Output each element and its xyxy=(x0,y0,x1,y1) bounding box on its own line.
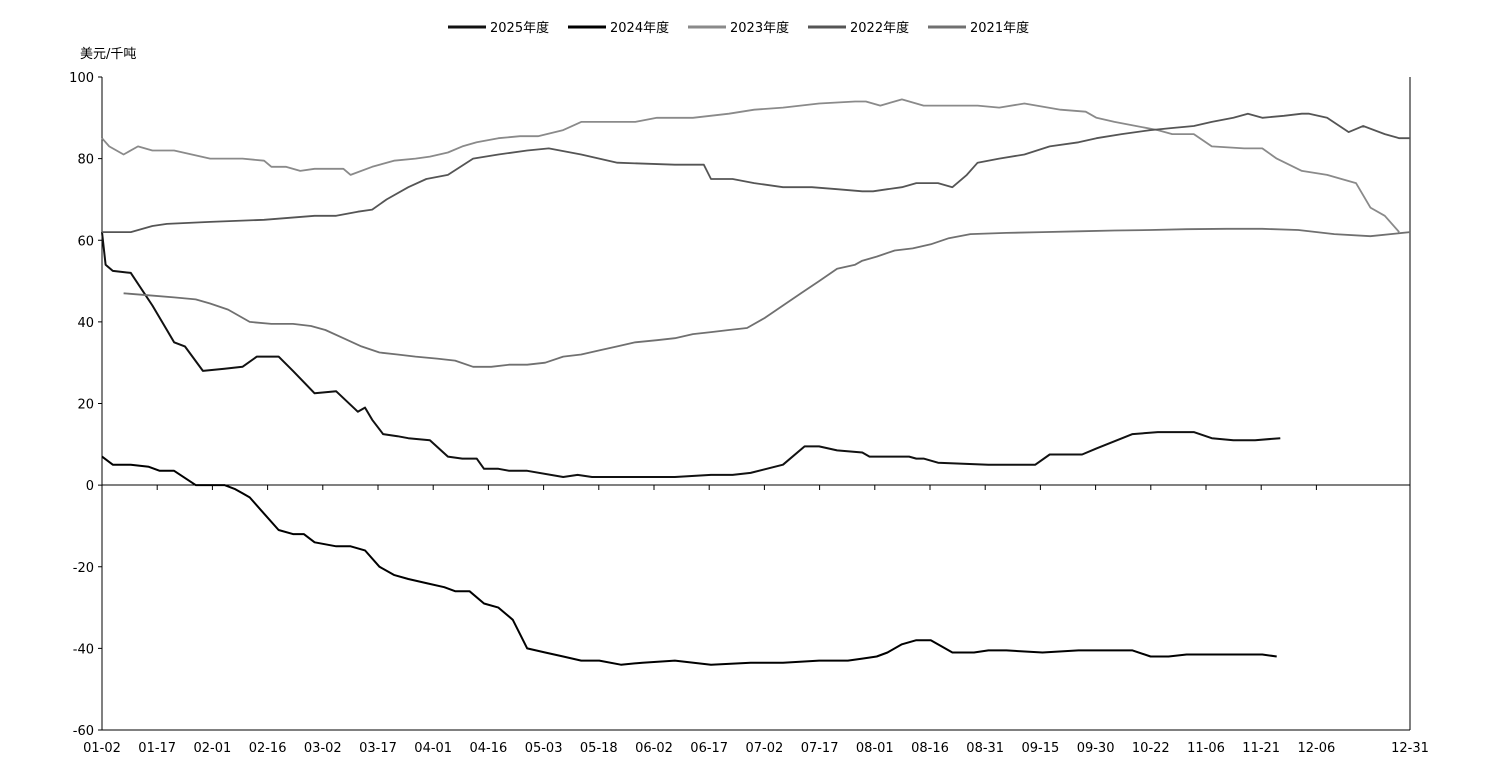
x-tick-label: 09-15 xyxy=(1022,741,1060,756)
axes: -60 -40 -20 0 20 40 60 80 100 01-02 01-17 02-01 02-1… xyxy=(69,71,1429,756)
x-tick-label: 09-30 xyxy=(1077,741,1115,756)
y-tick-label: 60 xyxy=(77,234,94,249)
y-tick-label: -40 xyxy=(73,642,94,657)
legend-label: 2025年度 xyxy=(490,20,549,36)
series-line-1 xyxy=(101,231,1281,478)
x-tick-label: 10-22 xyxy=(1132,741,1170,756)
y-tick-label: -20 xyxy=(73,561,94,576)
legend-label: 2022年度 xyxy=(850,20,909,36)
series-line-4 xyxy=(102,112,1410,233)
series-line-3 xyxy=(101,98,1400,233)
x-tick-label: 04-16 xyxy=(470,741,508,756)
x-tick-label: 08-01 xyxy=(856,741,894,756)
x-tick-label: 01-02 xyxy=(83,741,121,756)
y-tick-label: -60 xyxy=(73,724,94,739)
x-tick-label: 04-01 xyxy=(414,741,452,756)
legend: 2025年度 2024年度 2023年度 2022年度 2021年度 xyxy=(448,20,1029,36)
legend-label: 2023年度 xyxy=(730,20,789,36)
y-axis-unit-label: 美元/千吨 xyxy=(80,47,136,62)
x-tick-label: 02-16 xyxy=(249,741,287,756)
series-line-2 xyxy=(101,455,1277,666)
y-tick-label: 20 xyxy=(77,398,94,413)
x-tick-label: 11-21 xyxy=(1242,741,1280,756)
x-tick-label: 07-17 xyxy=(801,741,839,756)
x-tick-label: 11-06 xyxy=(1187,741,1225,756)
x-tick-label: 08-16 xyxy=(911,741,949,756)
x-tick-label: 07-02 xyxy=(746,741,784,756)
x-tick-label: 12-31 xyxy=(1391,741,1429,756)
x-tick-label: 08-31 xyxy=(966,741,1004,756)
series-layer xyxy=(101,98,1411,666)
y-tick-label: 100 xyxy=(69,71,94,86)
x-tick-label: 06-17 xyxy=(690,741,728,756)
legend-label: 2021年度 xyxy=(970,20,1029,36)
x-tick-label: 03-02 xyxy=(304,741,342,756)
x-tick-label: 06-02 xyxy=(635,741,673,756)
y-tick-label: 80 xyxy=(77,153,94,168)
x-tick-label: 01-17 xyxy=(138,741,176,756)
x-tick-label: 02-01 xyxy=(194,741,232,756)
y-tick-label: 0 xyxy=(86,479,94,494)
series-line-5 xyxy=(123,227,1411,368)
legend-label: 2024年度 xyxy=(610,20,669,36)
x-tick-label: 05-18 xyxy=(580,741,618,756)
x-tick-label: 05-03 xyxy=(525,741,563,756)
x-tick-label: 03-17 xyxy=(359,741,397,756)
y-tick-label: 40 xyxy=(77,316,94,331)
x-tick-label: 12-06 xyxy=(1298,741,1336,756)
